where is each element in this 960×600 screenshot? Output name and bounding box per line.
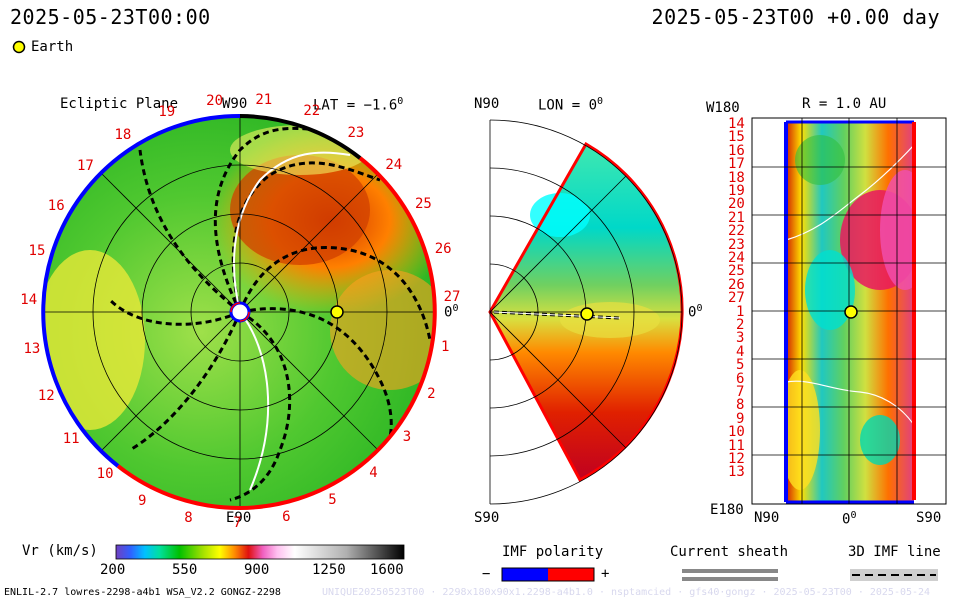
earth-marker-radial	[844, 305, 858, 319]
footer-run-info: UNIQUE20250523T00 · 2298x180x90x1.2298-a…	[322, 587, 931, 598]
radial-x-label-0: 00	[842, 510, 857, 528]
sector-label: 2	[427, 385, 436, 402]
radial-y-label: 4	[736, 343, 745, 360]
colorbar	[115, 544, 405, 560]
radial-y-label: 21	[728, 209, 745, 226]
sector-label: 7	[233, 514, 242, 531]
ecliptic-lat-label: LAT = −1.60	[313, 96, 404, 114]
earth-marker-meridional	[580, 307, 594, 321]
sector-label: 18	[114, 126, 132, 143]
radial-y-label: 11	[728, 437, 745, 454]
sector-label: 13	[23, 341, 41, 358]
sector-label: 22	[303, 103, 321, 120]
sector-label: 12	[37, 388, 55, 405]
radial-y-label: 2	[736, 317, 745, 333]
radial-y-label: 20	[728, 196, 745, 213]
sector-label: 14	[20, 291, 38, 308]
sector-label: 26	[434, 241, 452, 258]
ecliptic-plane-panel	[41, 113, 437, 511]
radial-y-label: 15	[728, 129, 745, 146]
imf-polarity-plus-label: +	[601, 566, 610, 582]
colorbar-tick-200: 200	[100, 562, 126, 578]
radial-y-label: 27	[728, 290, 745, 307]
meridional-lon-label: LON = 00	[538, 96, 604, 114]
meridional-right-label: 00	[688, 303, 703, 321]
meridional-bottom-left: S90	[474, 510, 500, 526]
colorbar-tick-550: 550	[172, 562, 198, 578]
radial-y-label: 18	[728, 169, 745, 186]
footer-model-info: ENLIL-2.7 lowres-2298-a4b1 WSA_V2.2 GONG…	[4, 587, 281, 598]
sector-label: 27	[443, 289, 461, 306]
radial-y-label: 26	[728, 276, 745, 293]
sector-label: 25	[414, 195, 432, 212]
radial-x-label-n90: N90	[754, 510, 780, 526]
radial-panel	[751, 117, 947, 505]
sector-label: 10	[96, 466, 114, 483]
imf-line-title: 3D IMF line	[848, 544, 941, 560]
radial-y-label: 6	[736, 370, 745, 387]
imf-polarity-title: IMF polarity	[502, 544, 604, 560]
radial-y-label: 19	[728, 183, 745, 199]
sector-label: 19	[158, 104, 176, 121]
sector-label: 16	[47, 198, 65, 215]
sector-label: 5	[328, 491, 337, 508]
radial-y-label: 14	[728, 116, 745, 132]
sector-label: 15	[28, 243, 46, 260]
radial-y-label: 7	[736, 384, 745, 400]
sector-label: 21	[255, 92, 273, 109]
earth-marker-ecliptic	[330, 305, 344, 319]
radial-y-label: 8	[736, 397, 745, 414]
sector-label: 6	[282, 508, 291, 525]
colorbar-label: Vr (km/s)	[22, 543, 98, 559]
sector-label: 3	[402, 428, 412, 445]
meridional-panel	[488, 119, 684, 505]
ecliptic-top-label: W90	[222, 96, 248, 112]
radial-y-label: 12	[728, 451, 745, 467]
earth-legend-label: Earth	[31, 39, 74, 55]
sector-label: 23	[347, 125, 365, 142]
imf-polarity-minus-swatch	[502, 568, 548, 581]
radial-y-label: 24	[728, 250, 745, 266]
colorbar-tick-1600: 1600	[370, 562, 404, 578]
earth-legend-icon	[12, 40, 26, 54]
radial-y-label: 16	[728, 142, 745, 159]
colorbar-tick-900: 900	[244, 562, 270, 578]
current-sheath-swatch	[682, 569, 778, 573]
radial-y-label: 1	[736, 303, 745, 320]
radial-y-label: 9	[736, 410, 745, 427]
colorbar-tick-1250: 1250	[312, 562, 346, 578]
imf-polarity-plus-swatch	[548, 568, 594, 581]
sector-label: 8	[184, 509, 193, 526]
sector-label: 9	[137, 493, 147, 509]
sector-label: 1	[440, 338, 450, 355]
sector-label: 20	[206, 92, 224, 109]
current-sheath-lines	[233, 151, 351, 491]
sector-label: 11	[62, 430, 80, 447]
radial-bottom-left: E180	[710, 502, 744, 518]
header-right-time: 2025-05-23T00 +0.00 day	[651, 5, 940, 29]
radial-x-label-s90: S90	[916, 510, 942, 526]
radial-y-label: 25	[728, 263, 745, 280]
radial-y-label: 3	[736, 330, 745, 347]
radial-r-label: R = 1.0 AU	[802, 96, 887, 112]
sector-label: 24	[385, 156, 403, 173]
radial-top-left: W180	[706, 100, 740, 116]
meridional-top-left: N90	[474, 96, 500, 112]
ecliptic-title: Ecliptic Plane	[60, 96, 179, 112]
ecliptic-bottom-label: E90	[226, 510, 252, 526]
imf-polarity-minus-label: −	[482, 566, 491, 582]
radial-y-label: 5	[736, 357, 745, 374]
radial-y-label: 10	[728, 424, 745, 441]
header-left-time: 2025-05-23T00:00	[10, 5, 211, 29]
radial-y-label: 17	[728, 156, 745, 173]
sector-label: 4	[369, 464, 378, 481]
radial-y-label: 23	[728, 236, 745, 253]
sector-label: 17	[76, 158, 94, 175]
current-sheath-title: Current sheath	[670, 544, 789, 560]
ecliptic-right-label: 00	[444, 303, 459, 321]
radial-y-label: 13	[728, 464, 745, 481]
radial-y-label: 22	[728, 223, 745, 240]
